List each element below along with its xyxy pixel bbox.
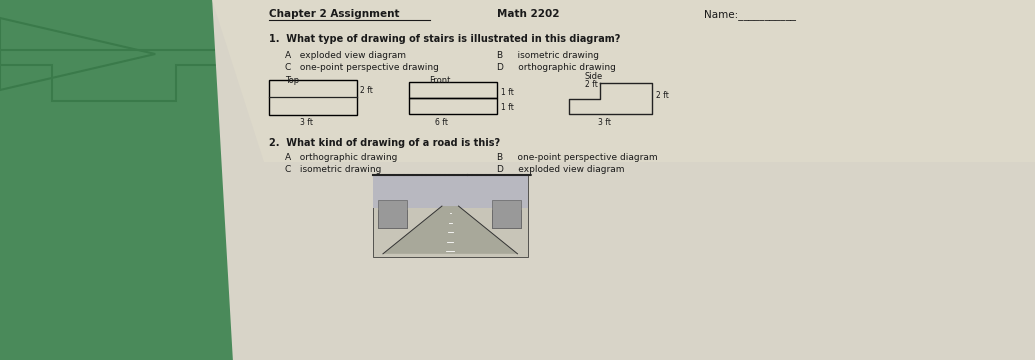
Bar [378,210,407,229]
Bar [269,80,357,115]
Text: A   orthographic drawing: A orthographic drawing [285,153,397,162]
Text: 2 ft: 2 ft [656,91,669,100]
Text: 2 ft: 2 ft [585,80,597,89]
Text: 1.  What type of drawing of stairs is illustrated in this diagram?: 1. What type of drawing of stairs is ill… [269,34,620,44]
Text: Side: Side [585,72,603,81]
Bar [409,98,497,114]
Text: D     orthographic drawing: D orthographic drawing [497,63,616,72]
Bar [373,175,528,208]
Text: Name:___________: Name:___________ [704,9,796,20]
Text: C   isometric drawing: C isometric drawing [285,165,381,174]
Text: D     exploded view diagram: D exploded view diagram [497,165,624,174]
Text: Top: Top [285,76,299,85]
Text: C   one-point perspective drawing: C one-point perspective drawing [285,63,439,72]
Text: B     isometric drawing: B isometric drawing [497,51,599,60]
Text: 6 ft: 6 ft [435,118,448,127]
Bar [409,82,497,98]
Text: 2 ft: 2 ft [360,86,373,95]
Polygon shape [212,0,1035,360]
Polygon shape [212,0,1035,162]
Text: Chapter 2 Assignment: Chapter 2 Assignment [269,9,400,19]
Bar [492,210,521,229]
Text: 1 ft: 1 ft [501,88,513,97]
Text: Front: Front [430,76,451,85]
Text: B     one-point perspective diagram: B one-point perspective diagram [497,153,657,162]
Polygon shape [383,206,518,254]
Text: 3 ft: 3 ft [300,118,314,127]
Text: A   exploded view diagram: A exploded view diagram [285,51,406,60]
Text: 1 ft: 1 ft [501,103,513,112]
Bar [492,199,521,229]
Text: 2.  What kind of drawing of a road is this?: 2. What kind of drawing of a road is thi… [269,138,500,148]
Text: 3 ft: 3 ft [598,118,612,127]
Bar [373,175,528,257]
Bar [378,199,407,229]
Text: Math 2202: Math 2202 [497,9,559,19]
